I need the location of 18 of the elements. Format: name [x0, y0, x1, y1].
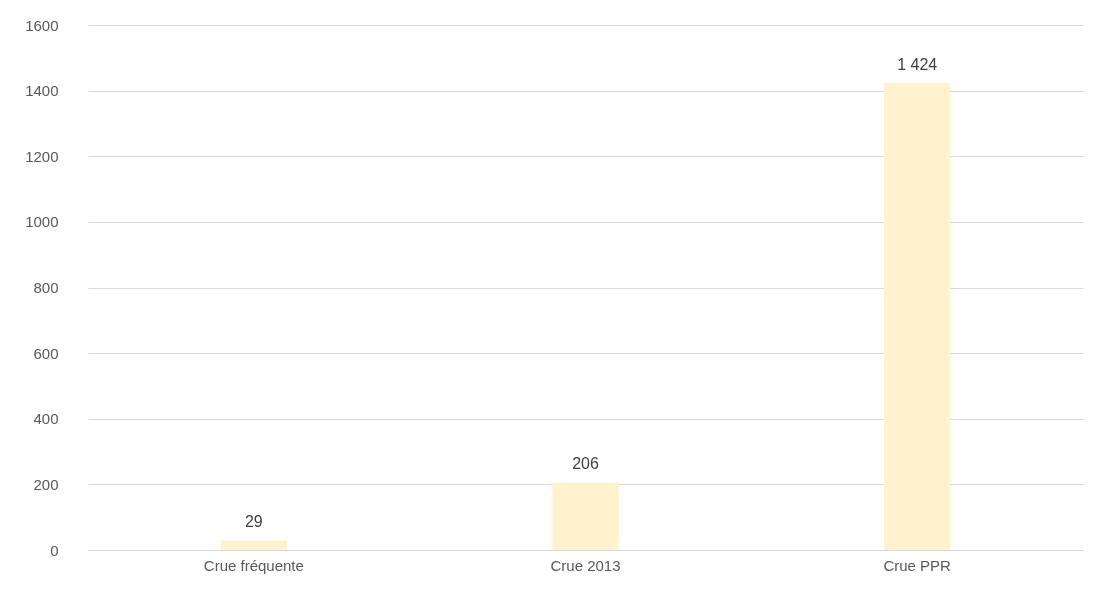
x-tick-label: Crue 2013: [550, 556, 621, 574]
bar: [220, 540, 287, 550]
x-tick-label: Crue fréquente: [203, 556, 304, 574]
data-label: 1 424: [897, 55, 938, 73]
y-tick-label: 800: [33, 279, 59, 296]
y-tick-label: 400: [33, 410, 59, 428]
y-tick-label: 1200: [25, 147, 59, 165]
bar: [552, 482, 619, 550]
y-tick-label: 200: [33, 475, 59, 493]
data-label: 206: [572, 455, 599, 473]
y-tick-label: 1600: [25, 16, 59, 34]
y-tick-label: 1400: [25, 82, 59, 100]
y-tick-label: 600: [33, 344, 59, 362]
y-tick-label: 1000: [25, 213, 59, 231]
bar: [884, 82, 951, 550]
x-tick-label: Crue PPR: [883, 556, 952, 574]
y-tick-label: 0: [50, 541, 59, 559]
data-label: 29: [244, 513, 263, 531]
